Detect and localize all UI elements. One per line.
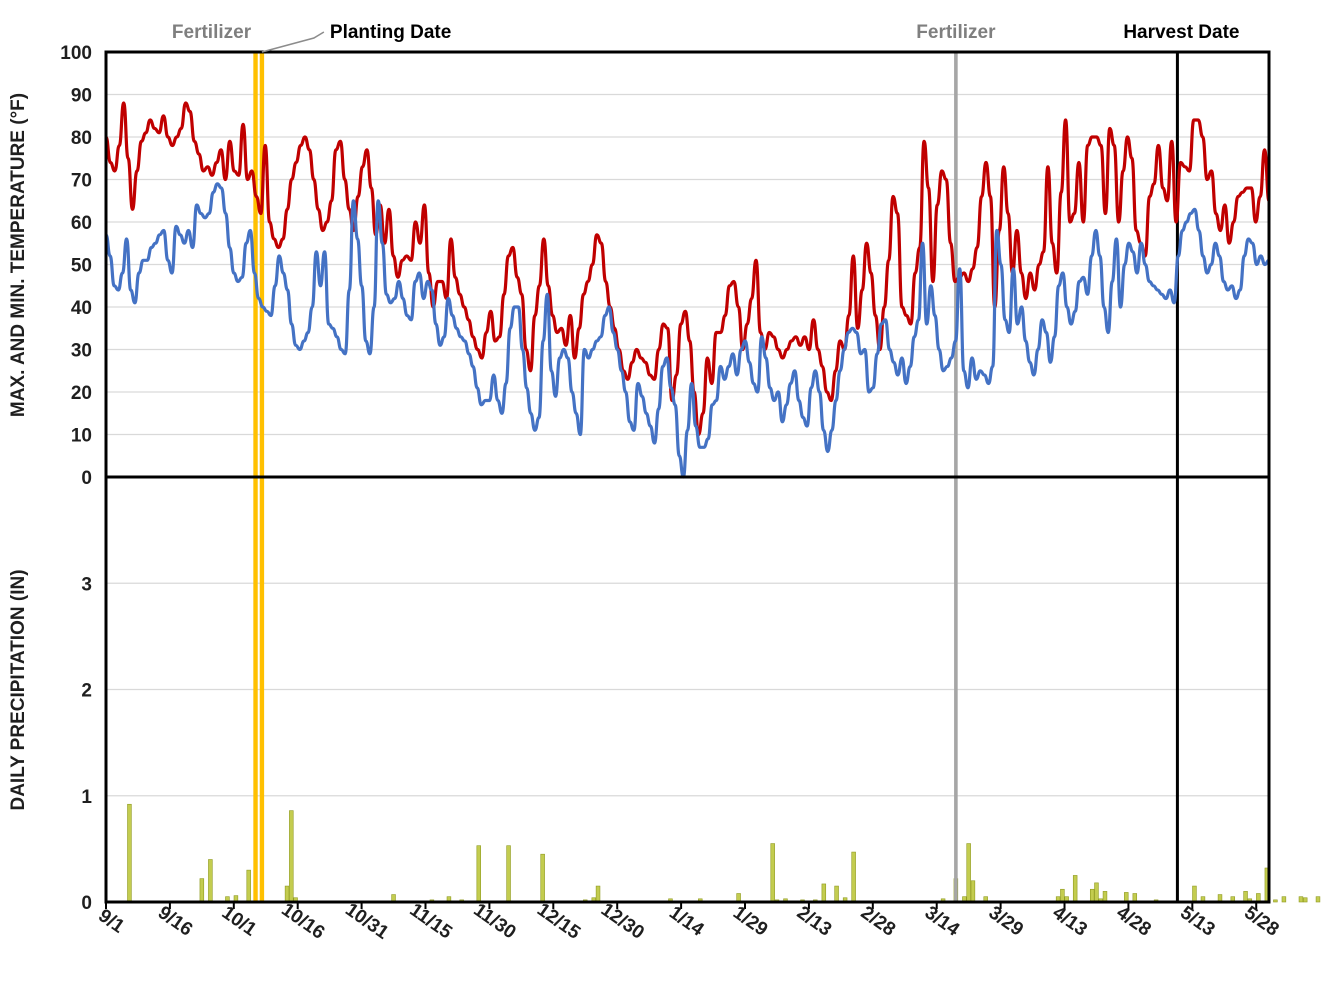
precipitation-bar xyxy=(834,885,839,903)
precipitation-tick-label: 1 xyxy=(81,787,92,808)
x-tick-label: 3/29 xyxy=(985,902,1027,940)
precipitation-bar xyxy=(1072,875,1078,903)
x-tick-label: 3/14 xyxy=(921,902,964,941)
precipitation-bar xyxy=(246,869,251,903)
temperature-tick-label: 40 xyxy=(71,298,92,319)
x-tick-label: 10/16 xyxy=(277,899,328,943)
x-tick-label: 12/30 xyxy=(597,899,648,943)
precipitation-bar xyxy=(1060,888,1065,903)
x-tick-labels: 9/1 9/16 10/1 10/16 10/31 11/15 11/30 12/15 12/3… xyxy=(94,899,1282,944)
temperature-tick-label: 20 xyxy=(71,383,92,404)
precipitation-bar xyxy=(1281,896,1287,903)
x-tick-label: 10/1 xyxy=(218,902,261,941)
precipitation-bar xyxy=(476,845,481,903)
precipitation-bar xyxy=(770,843,775,903)
x-tick-label: 2/13 xyxy=(793,902,835,940)
temperature-tick-label: 60 xyxy=(71,213,92,234)
precipitation-bar xyxy=(1315,896,1321,903)
x-tick-label: 5/13 xyxy=(1176,902,1218,940)
x-tick-label: 1/14 xyxy=(665,902,708,941)
x-tick-label: 10/31 xyxy=(341,899,392,944)
precipitation-bars xyxy=(127,803,1321,903)
x-tick-label: 9/1 xyxy=(94,905,128,938)
precipitation-bar xyxy=(540,853,545,903)
precipitation-bar xyxy=(970,880,976,903)
x-tick-label: 11/15 xyxy=(406,900,456,944)
temperature-tick-label: 50 xyxy=(71,256,92,277)
x-tick-label: 4/28 xyxy=(1112,902,1154,940)
precipitation-bar xyxy=(199,878,205,903)
x-tick-label: 11/30 xyxy=(469,900,519,944)
temperature-tick-label: 30 xyxy=(71,341,92,362)
precipitation-bar xyxy=(1243,891,1248,903)
precipitation-bar xyxy=(595,885,601,903)
precipitation-bar xyxy=(1089,888,1095,903)
temperature-tick-label: 10 xyxy=(71,426,92,447)
precipitation-bar xyxy=(851,851,856,903)
plot-frame xyxy=(104,50,1271,904)
temperature-tick-label: 80 xyxy=(71,128,92,149)
fertilizer-label: Fertilizer xyxy=(172,22,252,43)
x-tick-label: 12/15 xyxy=(533,899,584,944)
precipitation-bar xyxy=(289,810,294,903)
precipitation-bar xyxy=(821,883,827,903)
precipitation-bar xyxy=(1094,882,1099,903)
precipitation-bar xyxy=(1298,896,1304,903)
precipitation-bar xyxy=(208,859,213,903)
planting-leader-line xyxy=(261,31,325,53)
precipitation-bar xyxy=(127,803,132,903)
harvest-date-label: Harvest Date xyxy=(1123,22,1239,43)
min-temperature-line xyxy=(104,182,1270,479)
precipitation-gridlines xyxy=(106,582,1269,797)
x-tick-label: 2/28 xyxy=(857,902,899,940)
planting-date-label: Planting Date xyxy=(330,22,451,43)
precipitation-bar xyxy=(506,845,511,903)
precipitation-tick-label: 3 xyxy=(81,574,92,595)
temperature-axis-label: MAX. AND MIN. TEMPERATURE (°F) xyxy=(8,93,29,417)
x-tick-label: 9/16 xyxy=(154,902,196,940)
temperature-lines xyxy=(104,101,1271,479)
x-tick-label: 4/13 xyxy=(1049,902,1091,940)
x-tick-label: 5/28 xyxy=(1240,902,1282,940)
x-tick-label: 1/29 xyxy=(729,902,771,940)
precipitation-bar xyxy=(1302,897,1308,903)
event-labels: Fertilizer Planting Date Fertilizer Harvest… xyxy=(172,22,1239,53)
temperature-tick-label: 0 xyxy=(81,468,92,489)
precipitation-axis-label: DAILY PRECIPITATION (IN) xyxy=(8,569,29,810)
precipitation-bar xyxy=(1273,899,1278,903)
precipitation-bar xyxy=(1192,885,1197,903)
precipitation-bar xyxy=(1102,891,1108,903)
fertilizer-label: Fertilizer xyxy=(916,22,996,43)
temperature-tick-label: 90 xyxy=(71,86,92,107)
precipitation-tick-label: 2 xyxy=(81,681,92,702)
precipitation-tick-label: 0 xyxy=(81,893,92,914)
precipitation-bar xyxy=(966,843,971,903)
temperature-tick-label: 100 xyxy=(60,43,92,64)
temperature-tick-label: 70 xyxy=(71,171,92,192)
